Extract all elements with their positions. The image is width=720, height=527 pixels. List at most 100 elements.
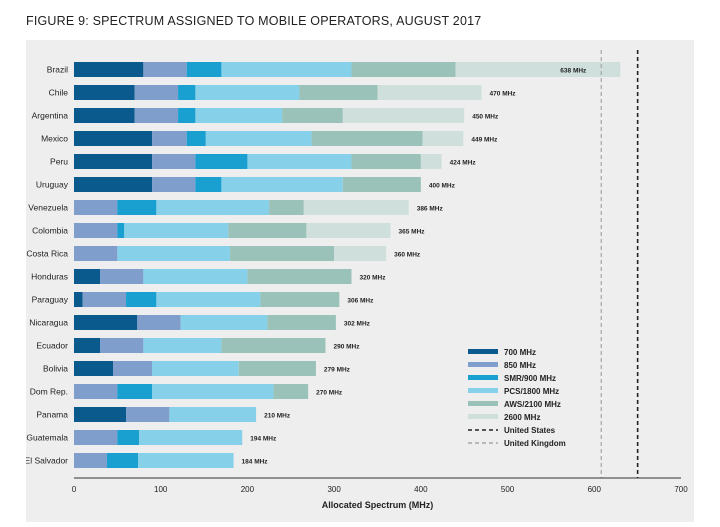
total-label: 424 MHz [450,160,477,167]
bar-segment [106,453,139,468]
bar-segment [100,338,144,353]
bar-segment [306,223,391,238]
bar-segment [178,85,196,100]
bar-segment [334,246,387,261]
bar-segment [74,315,138,330]
bar-segment [134,85,179,100]
category-label: Paraguay [32,295,69,305]
category-label: Costa Rica [26,249,68,259]
legend-label: 700 MHz [504,348,536,357]
bar-segment [186,131,206,146]
bar-segment [139,430,243,445]
bar-segment [74,407,127,422]
total-label: 306 MHz [347,298,374,305]
bar-segment [74,338,101,353]
bar-segment [134,108,179,123]
bar-segment [117,200,157,215]
category-label: Colombia [32,226,68,236]
x-tick-label: 500 [501,485,515,494]
bar-segment [74,154,153,169]
category-label: Ecuador [36,341,68,351]
bar-segment [74,246,118,261]
bar-segment [156,200,270,215]
bar-segment [230,246,335,261]
bar-segment [117,384,153,399]
legend-swatch [468,401,498,406]
bar-segment [74,200,118,215]
x-tick-label: 0 [72,485,77,494]
bar-segment [205,131,312,146]
category-label: Venezuela [28,203,68,213]
bar-segment [100,269,144,284]
bar-segment [180,315,268,330]
total-label: 194 MHz [250,436,277,443]
total-label: 210 MHz [264,413,291,420]
total-label: 638 MHz [560,68,587,75]
bar-segment [342,108,465,123]
bar-segment [152,131,187,146]
total-label: 290 MHz [333,344,360,351]
category-label: Guatemala [26,433,68,443]
bar-segment [152,177,196,192]
bar-segment [124,223,229,238]
bar-segment [74,177,153,192]
bar-segment [74,361,114,376]
bar-segment [178,108,196,123]
bar-segment [117,246,231,261]
category-label: Panama [36,410,68,420]
chart-panel: Brazil 638 MHz Chile 470 MHz Argentina 450 MH… [25,40,694,522]
bar-segment [152,154,196,169]
total-label: 302 MHz [344,321,371,328]
bar-segment [74,108,135,123]
legend-swatch [468,388,498,393]
bar-segment [74,292,83,307]
bar-segment [74,85,135,100]
bar-segment [143,269,248,284]
x-axis-label: Allocated Spectrum (MHz) [322,500,434,510]
bar-segment [126,407,170,422]
total-label: 365 MHz [399,229,426,236]
bar-segment [303,200,409,215]
legend-swatch [468,375,498,380]
figure-title: FIGURE 9: SPECTRUM ASSIGNED TO MOBILE OP… [26,14,482,28]
category-label: Peru [50,157,68,167]
total-label: 450 MHz [472,114,499,121]
bar-segment [156,292,261,307]
x-tick-label: 700 [674,485,688,494]
bar-segment [82,292,127,307]
bar-segment [228,223,307,238]
category-label: Honduras [31,272,68,282]
bar-segment [74,384,118,399]
bar-chart: Brazil 638 MHz Chile 470 MHz Argentina 450 MH… [25,50,688,510]
total-label: 270 MHz [316,390,343,397]
legend-label: United Kingdom [504,439,566,448]
bar-segment [74,430,118,445]
bar-segment [299,85,378,100]
bar-segment [221,338,326,353]
total-label: 279 MHz [324,367,351,374]
bar-segment [260,292,340,307]
bar-segment [273,384,309,399]
bar-segment [137,315,181,330]
x-tick-label: 200 [241,485,255,494]
bar-segment [117,430,140,445]
category-label: Bolivia [43,364,68,374]
bar-segment [247,154,352,169]
x-tick-label: 100 [154,485,168,494]
bar-segment [221,177,343,192]
legend-swatch [468,414,498,419]
bar-segment [143,338,222,353]
legend-label: PCS/1800 MHz [504,387,559,396]
category-label: El Salvador [26,456,68,466]
bar-segment [420,154,442,169]
category-label: Argentina [32,111,69,121]
category-label: Dom Rep. [30,387,68,397]
bar-segment [74,269,101,284]
category-label: Mexico [41,134,68,144]
bar-segment [117,223,125,238]
total-label: 184 MHz [242,459,269,466]
total-label: 360 MHz [394,252,421,259]
legend-label: 2600 MHz [504,413,540,422]
bar-segment [195,177,222,192]
x-tick-label: 300 [327,485,341,494]
